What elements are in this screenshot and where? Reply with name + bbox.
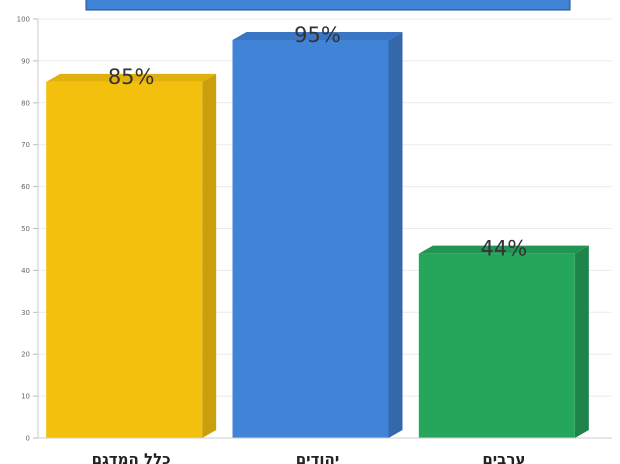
y-tick-label: 10 — [21, 393, 30, 401]
x-category-label: יהודים — [296, 450, 340, 464]
bar-front — [418, 253, 575, 438]
bars — [46, 31, 589, 438]
bar-top — [46, 73, 217, 82]
data-label: 44% — [480, 237, 527, 261]
y-tick-label: 100 — [17, 16, 30, 24]
bar-side — [574, 245, 589, 438]
y-tick-label: 60 — [21, 183, 30, 191]
y-tick-label: 90 — [21, 57, 30, 65]
bar — [46, 73, 217, 438]
bar-top — [418, 245, 589, 254]
x-axis: כלל המדגם יהודים ערבים — [38, 437, 612, 464]
y-tick-label: 40 — [21, 267, 30, 275]
bar-side — [388, 31, 403, 438]
y-axis: 0 10 20 30 40 50 60 70 80 90 100 — [17, 16, 39, 443]
y-tick-label: 50 — [21, 225, 30, 233]
bar — [232, 31, 403, 438]
data-label: 85% — [108, 65, 155, 89]
y-tick-label: 80 — [21, 99, 30, 107]
data-label: 95% — [294, 23, 341, 47]
y-tick-label: 70 — [21, 141, 30, 149]
bar-top — [232, 31, 403, 40]
value-labels: 85% 95% 44% — [108, 23, 527, 261]
bar-front — [46, 81, 203, 438]
x-category-label: כלל המדגם — [92, 450, 171, 464]
bar-side — [202, 73, 217, 438]
title-banner — [85, 0, 571, 11]
bar — [418, 245, 589, 438]
y-tick-label: 30 — [21, 309, 30, 317]
bar-front — [232, 39, 389, 438]
y-tick-label: 0 — [26, 435, 30, 443]
x-category-label: ערבים — [482, 450, 525, 464]
y-tick-label: 20 — [21, 351, 30, 359]
